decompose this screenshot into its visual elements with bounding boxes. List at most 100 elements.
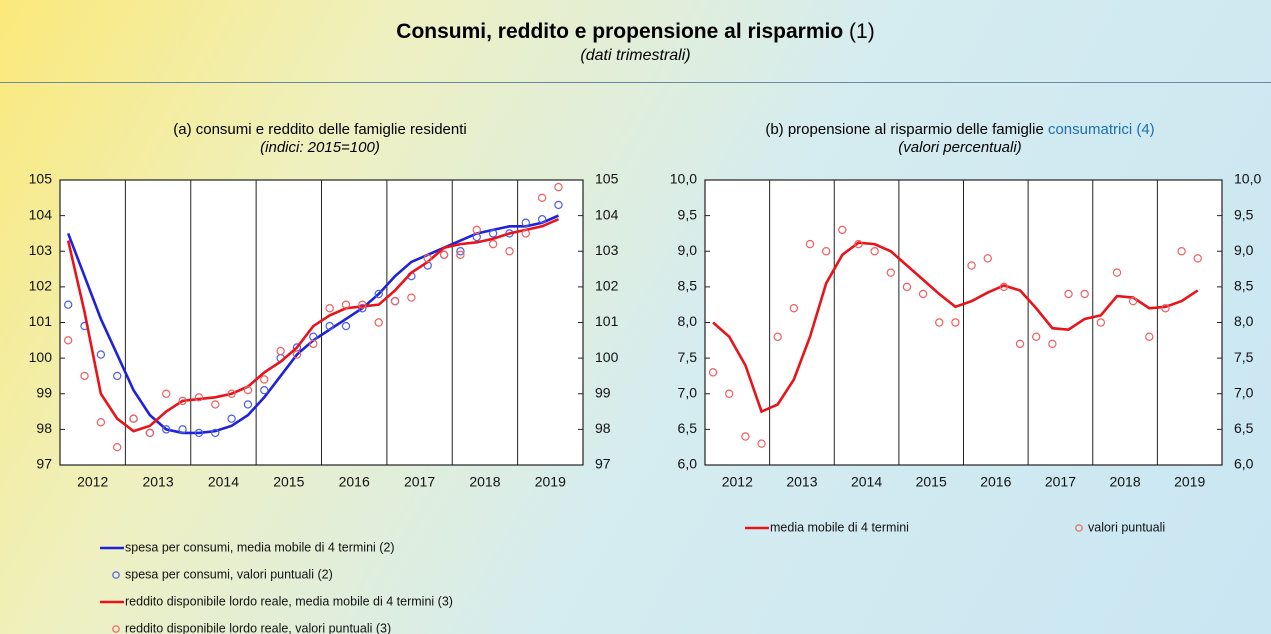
series-point [292, 350, 302, 359]
series-point [63, 300, 73, 309]
y-tick-label: 98 [36, 420, 52, 436]
series-point [1177, 247, 1186, 256]
y-tick-label: 8,5 [678, 278, 698, 294]
series-point [113, 442, 122, 452]
series-point [741, 432, 750, 441]
series-point [1080, 289, 1089, 299]
series-point [227, 389, 236, 398]
legend-label: reddito disponibile lordo reale, valori … [125, 621, 391, 634]
y2-tick-label: 6,0 [1234, 456, 1254, 472]
series-point [358, 304, 367, 313]
series-point [162, 425, 171, 434]
legend-marker [112, 571, 120, 579]
series-point [80, 371, 89, 381]
legend-label: media mobile di 4 termini [770, 520, 909, 534]
y2-tick-label: 104 [595, 206, 619, 222]
series-point [374, 289, 383, 299]
y2-tick-label: 100 [595, 349, 619, 365]
series-point [537, 214, 547, 224]
legend-marker [1075, 524, 1083, 532]
y-tick-label: 10,0 [670, 171, 697, 187]
series-point [423, 254, 432, 263]
series-point [554, 200, 563, 210]
y-tick-label: 9,0 [678, 242, 698, 258]
series-point [805, 239, 815, 249]
y-tick-label: 8,0 [678, 313, 698, 329]
y-tick-label: 6,0 [678, 456, 698, 472]
series-point [243, 400, 253, 409]
series-point [1112, 268, 1122, 277]
y-tick-label: 97 [36, 456, 52, 472]
title-note: (1) [849, 20, 875, 43]
x-tick-label: 2019 [1174, 474, 1205, 490]
series-point [260, 375, 269, 384]
series-line [66, 217, 560, 433]
x-tick-label: 2014 [851, 474, 882, 490]
series-point [374, 318, 383, 327]
series-point [325, 321, 334, 331]
x-tick-label: 2017 [1045, 474, 1076, 490]
series-point [243, 385, 253, 395]
series-point [537, 193, 547, 203]
series-point [63, 336, 73, 345]
x-tick-label: 2012 [722, 474, 753, 490]
series-point [521, 229, 530, 238]
series-point [1064, 289, 1073, 299]
series-point [488, 229, 498, 238]
series-point [870, 247, 879, 256]
header: Consumi, reddito e propensione al rispar… [0, 20, 1271, 44]
legend-label: spesa per consumi, media mobile di 4 ter… [125, 540, 395, 554]
y2-tick-label: 105 [595, 171, 619, 187]
series-point [554, 182, 563, 192]
y-tick-label: 7,5 [678, 349, 698, 365]
chart-a-subtitle: (indici: 2015=100) [260, 139, 380, 156]
series-point [276, 346, 285, 356]
y2-tick-label: 8,5 [1234, 278, 1254, 294]
chart-b-title: (b) propensione al risparmio delle famig… [765, 121, 1044, 138]
chart-b-title-highlight: consumatrici (4) [1047, 121, 1155, 138]
y-tick-label: 6,5 [678, 420, 698, 436]
series-point [178, 425, 187, 434]
x-tick-label: 2018 [469, 474, 500, 490]
series-point [113, 371, 122, 381]
series-point [456, 247, 465, 256]
main-subtitle: (dati trimestrali) [580, 47, 691, 64]
x-tick-label: 2012 [77, 474, 108, 490]
y2-tick-label: 8,0 [1234, 313, 1254, 329]
x-tick-label: 2016 [980, 474, 1011, 490]
x-tick-label: 2015 [273, 474, 304, 490]
y2-tick-label: 6,5 [1234, 420, 1254, 436]
series-point [227, 414, 236, 423]
series-point [854, 239, 863, 249]
series-point [488, 239, 498, 249]
series-point [505, 247, 514, 256]
x-tick-label: 2018 [1109, 474, 1140, 490]
y2-tick-label: 7,5 [1234, 349, 1254, 365]
x-tick-label: 2015 [916, 474, 947, 490]
y2-tick-label: 103 [595, 242, 619, 258]
x-tick-label: 2014 [208, 474, 239, 490]
y2-tick-label: 9,5 [1234, 206, 1254, 222]
x-tick-label: 2013 [786, 474, 817, 490]
series-point [1096, 318, 1106, 327]
y2-tick-label: 10,0 [1234, 171, 1261, 187]
series-point [390, 296, 400, 306]
series-point [789, 304, 799, 313]
series-point [96, 418, 106, 427]
chart-a-title: (a) consumi e reddito delle famiglie res… [173, 121, 467, 138]
header-rule [0, 82, 1271, 83]
series-point [260, 385, 269, 395]
x-tick-label: 2019 [535, 474, 566, 490]
series-point [472, 225, 481, 235]
x-tick-label: 2013 [142, 474, 173, 490]
y-tick-label: 104 [29, 206, 53, 222]
main-title: Consumi, reddito e propensione al rispar… [396, 20, 844, 43]
series-point [341, 300, 351, 309]
series-point [725, 389, 734, 398]
legend-marker [112, 625, 120, 633]
series-point [999, 282, 1009, 292]
y-tick-label: 103 [29, 242, 53, 258]
series-point [439, 250, 449, 260]
